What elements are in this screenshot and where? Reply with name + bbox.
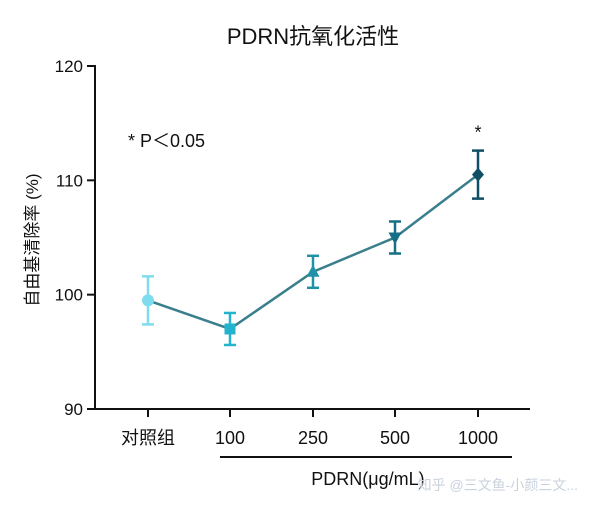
x-tick-label: 对照组	[121, 428, 175, 448]
significance-marker: *	[474, 123, 481, 143]
series-line	[147, 173, 479, 331]
data-point	[306, 264, 320, 277]
series: *	[142, 123, 484, 347]
x-tick-label: 500	[380, 428, 410, 448]
y-ticks: 90 100 110 120	[55, 57, 95, 419]
y-tick-label: 90	[64, 400, 83, 419]
axes	[94, 65, 530, 410]
data-point	[388, 232, 402, 245]
x-ticks: 对照组 100 250 500 1000	[121, 409, 498, 448]
x-axis-label: PDRN(μg/mL)	[311, 469, 424, 489]
y-tick-label: 100	[55, 286, 83, 305]
watermark: 知乎 @三文鱼-小颜三文...	[418, 477, 578, 493]
chart-title: PDRN抗氧化活性	[227, 24, 399, 49]
data-point	[142, 294, 154, 307]
y-tick-label: 110	[56, 171, 83, 190]
y-axis-label: 自由基清除率 (%)	[23, 173, 42, 306]
x-tick-label: 250	[298, 428, 328, 448]
data-point	[224, 323, 236, 335]
x-tick-label: 1000	[458, 428, 498, 448]
y-tick-label: 120	[55, 57, 83, 76]
x-tick-label: 100	[215, 428, 245, 448]
significance-legend: * P＜0.05	[128, 131, 205, 151]
data-point	[472, 167, 484, 182]
